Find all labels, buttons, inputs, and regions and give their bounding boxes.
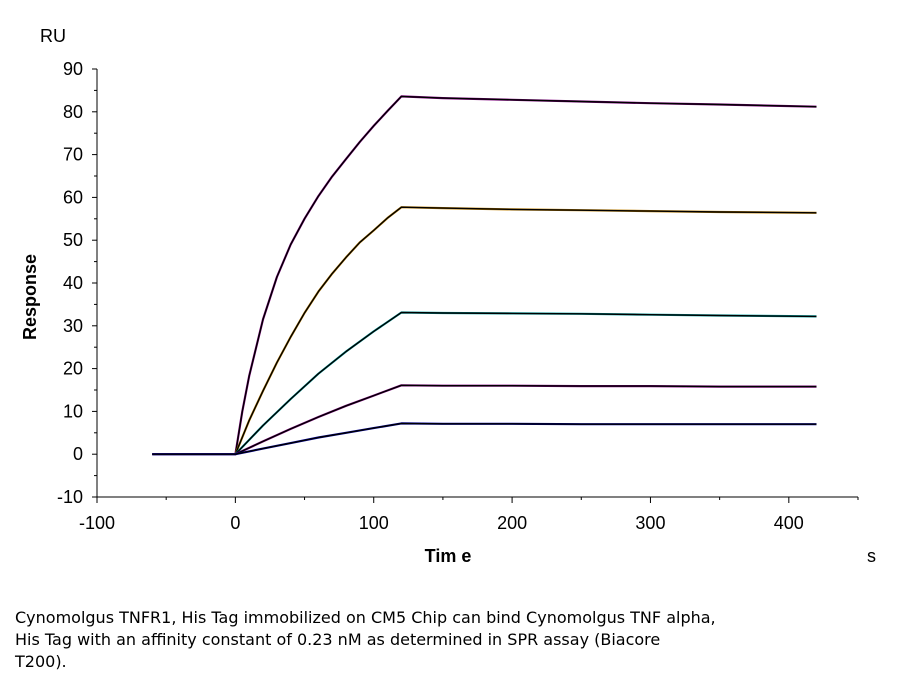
series-1-fit-line xyxy=(152,95,817,455)
series-5-fit-line xyxy=(152,422,817,455)
x-axis-title: Tim e xyxy=(425,546,472,566)
series-4-fit-line xyxy=(152,384,817,455)
series-3-data-line xyxy=(152,311,817,456)
x-tick-label: 200 xyxy=(497,513,527,533)
series-1-data-line xyxy=(152,95,817,456)
x-tick-label: 0 xyxy=(230,513,240,533)
y-tick-label: 10 xyxy=(63,401,83,421)
y-tick-label: 20 xyxy=(63,359,83,379)
y-tick-label: 80 xyxy=(63,102,83,122)
y-tick-label: 30 xyxy=(63,316,83,336)
series-4-data-line xyxy=(152,384,817,456)
y-tick-label: 0 xyxy=(73,444,83,464)
x-tick-label: -100 xyxy=(79,513,115,533)
series-5-data-line xyxy=(152,422,817,456)
x-tick-label: 300 xyxy=(635,513,665,533)
y-tick-label: 70 xyxy=(63,145,83,165)
x-tick-label: 100 xyxy=(359,513,389,533)
y-unit-label: RU xyxy=(40,26,66,46)
y-axis-title: Response xyxy=(20,254,40,340)
y-tick-label: 60 xyxy=(63,187,83,207)
x-tick-label: 400 xyxy=(774,513,804,533)
y-tick-label: 90 xyxy=(63,59,83,79)
y-tick-label: 40 xyxy=(63,273,83,293)
y-tick-label: -10 xyxy=(57,487,83,507)
plot-area xyxy=(152,95,817,456)
series-3-fit-line xyxy=(152,311,817,455)
figure-caption: Cynomolgus TNFR1, His Tag immobilized on… xyxy=(15,608,716,671)
x-unit-label: s xyxy=(867,546,876,566)
y-tick-label: 50 xyxy=(63,230,83,250)
series-2-fit-line xyxy=(152,206,817,455)
series-2-data-line xyxy=(152,206,817,456)
